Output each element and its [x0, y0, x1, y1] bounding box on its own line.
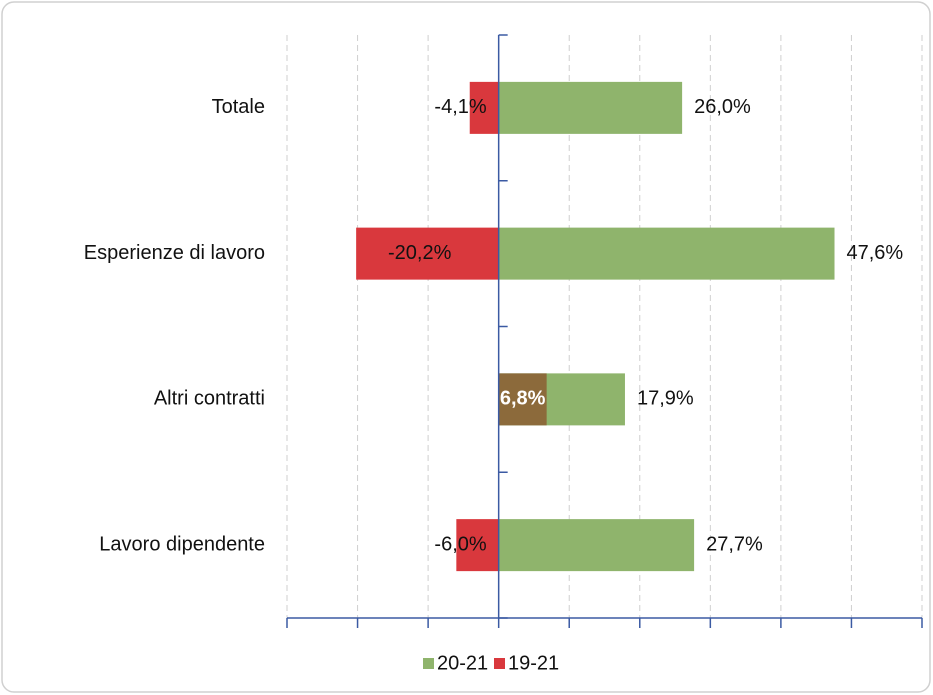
- data-label: 27,7%: [706, 533, 763, 555]
- data-label: 47,6%: [847, 242, 904, 264]
- data-label: -20,2%: [388, 242, 452, 264]
- data-label: 26,0%: [694, 96, 751, 118]
- category-label: Lavoro dipendente: [99, 533, 265, 555]
- bar: [469, 81, 499, 134]
- bar: [456, 519, 499, 572]
- data-label: 6,8%: [500, 388, 546, 410]
- category-label: Altri contratti: [154, 388, 265, 410]
- bar: [498, 81, 683, 134]
- legend-label: 20-21: [437, 652, 488, 674]
- bar: [498, 227, 835, 280]
- bar: [356, 227, 499, 280]
- category-label: Esperienze di lavoro: [84, 242, 265, 264]
- data-label: -6,0%: [434, 533, 486, 555]
- bar: [498, 373, 547, 426]
- data-label: 17,9%: [637, 388, 694, 410]
- category-label: Totale: [212, 96, 265, 118]
- bar: [498, 519, 695, 572]
- legend-swatch: [423, 658, 434, 669]
- legend-swatch: [494, 658, 505, 669]
- legend-label: 19-21: [508, 652, 559, 674]
- data-label: -4,1%: [434, 96, 486, 118]
